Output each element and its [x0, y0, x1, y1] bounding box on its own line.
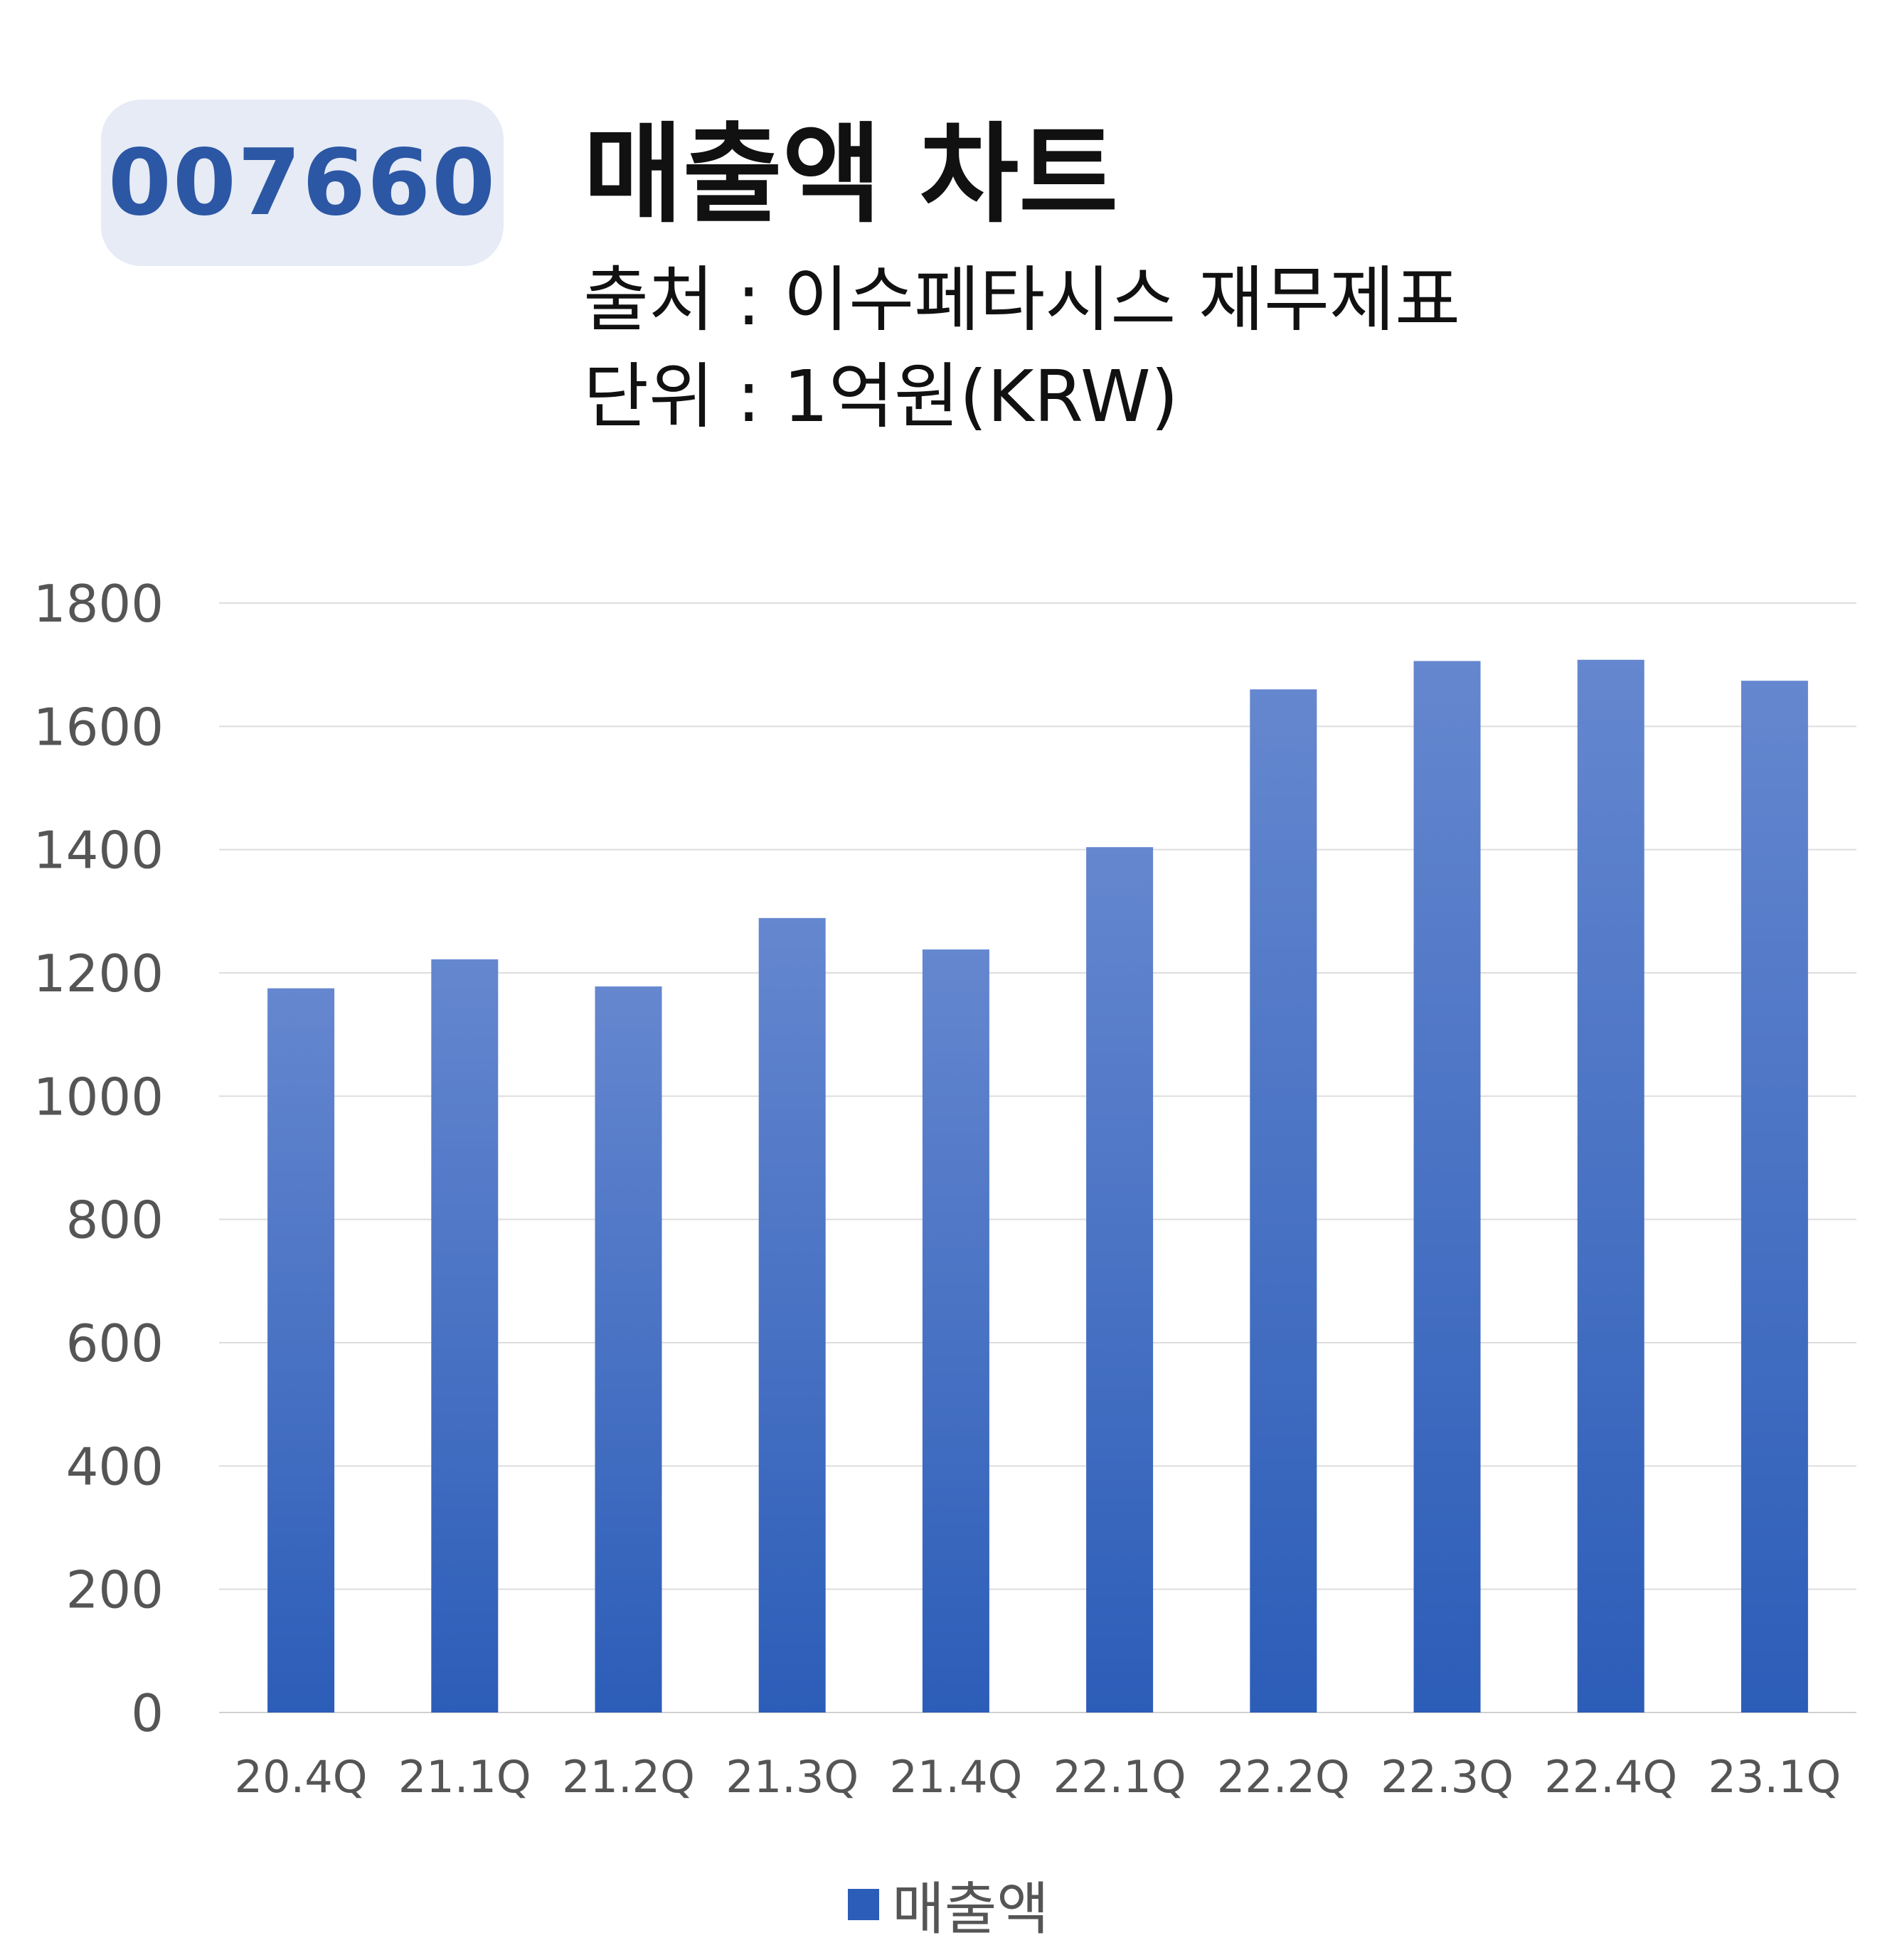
x-tick-label: 22.1Q	[1053, 1751, 1186, 1803]
legend-label: 매출액	[892, 1876, 1049, 1942]
x-tick-label: 22.2Q	[1217, 1751, 1350, 1803]
y-tick-label: 400	[66, 1437, 164, 1496]
chart-title: 매출액 차트	[583, 112, 1119, 238]
stock-code-badge: 007660	[101, 100, 504, 266]
y-tick-label: 1400	[33, 821, 164, 880]
x-tick-label: 22.3Q	[1381, 1751, 1514, 1803]
bar-22.3Q	[1413, 661, 1481, 1713]
x-tick-label: 23.1Q	[1708, 1751, 1841, 1803]
y-tick-label: 200	[66, 1560, 164, 1620]
bar-21.2Q	[595, 986, 662, 1713]
y-tick-label: 1200	[33, 944, 164, 1003]
bar-22.1Q	[1086, 847, 1154, 1713]
y-axis-ticks: 0 200 400 600 800 1000 1200 1400 1600 1800	[33, 574, 164, 1743]
x-tick-label: 20.4Q	[235, 1751, 368, 1803]
bar-21.4Q	[922, 949, 989, 1713]
chart-source: 출처 : 이수페타시스 재무제표	[583, 258, 1461, 341]
bar-23.1Q	[1741, 681, 1808, 1713]
y-tick-label: 0	[131, 1683, 164, 1743]
bar-21.1Q	[431, 959, 499, 1713]
x-tick-label: 21.3Q	[726, 1751, 859, 1803]
bars	[267, 659, 1808, 1713]
stock-code: 007660	[107, 129, 497, 236]
bar-21.3Q	[758, 917, 826, 1713]
x-tick-label: 21.1Q	[398, 1751, 531, 1803]
y-tick-label: 800	[66, 1191, 164, 1250]
y-tick-label: 1600	[33, 697, 164, 757]
bar-22.4Q	[1577, 659, 1644, 1713]
legend: 매출액	[0, 1863, 1897, 1946]
y-tick-label: 600	[66, 1314, 164, 1373]
bar-20.4Q	[267, 988, 335, 1713]
y-tick-label: 1800	[33, 574, 164, 634]
x-tick-label: 22.4Q	[1544, 1751, 1677, 1803]
bar-22.2Q	[1250, 689, 1317, 1713]
x-axis-ticks: 20.4Q 21.1Q 21.2Q 21.3Q 21.4Q 22.1Q 22.2Q 22.3Q…	[235, 1751, 1842, 1803]
x-tick-label: 21.2Q	[562, 1751, 695, 1803]
legend-swatch	[848, 1889, 880, 1920]
x-tick-label: 21.4Q	[889, 1751, 1022, 1803]
y-tick-label: 1000	[33, 1067, 164, 1127]
chart-unit: 단위 : 1억원(KRW)	[583, 355, 1179, 438]
